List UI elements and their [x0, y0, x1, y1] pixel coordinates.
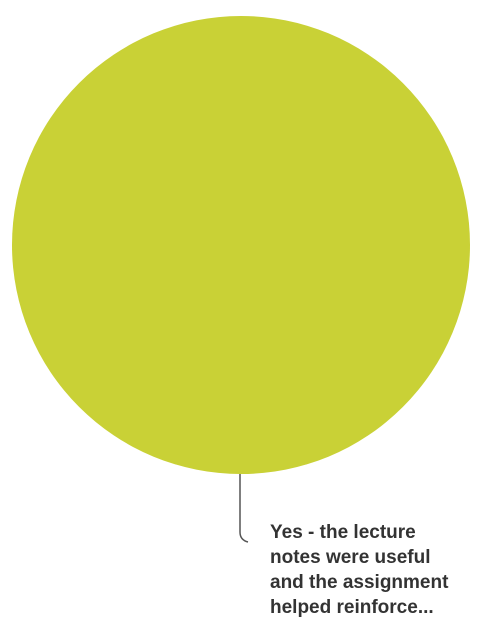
- pie-slice-1: [12, 16, 470, 474]
- slice-label-leader-line: [239, 474, 249, 543]
- slice-label: Yes - the lecture notes were useful and …: [270, 522, 454, 618]
- slice-label-line-3: and the assignment: [270, 572, 449, 593]
- slice-label-line-1: Yes - the lecture: [270, 522, 416, 543]
- pie-slices: [12, 16, 470, 474]
- slice-label-line-4: helped reinforce...: [270, 597, 434, 618]
- slice-label-line-2: notes were useful: [270, 547, 431, 568]
